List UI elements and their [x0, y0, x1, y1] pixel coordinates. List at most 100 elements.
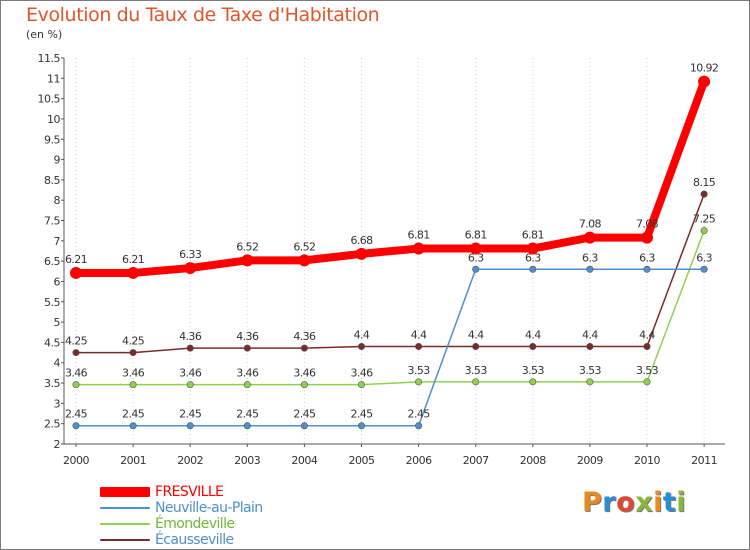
data-label: 6.3	[582, 251, 598, 264]
y-tick-label: 10.5	[38, 93, 61, 106]
data-label: 3.46	[293, 367, 316, 380]
data-label: 6.3	[696, 251, 712, 264]
data-point	[72, 349, 80, 357]
series-line	[72, 77, 709, 277]
data-point	[72, 422, 80, 430]
data-point	[643, 378, 651, 386]
data-label: 3.53	[579, 364, 602, 377]
data-label: 6.33	[179, 248, 202, 261]
y-tick-label: 6.5	[44, 255, 60, 268]
data-label: 7.08	[636, 218, 659, 231]
data-point	[643, 265, 651, 273]
y-tick-label: 9.5	[44, 133, 60, 146]
data-label: 3.46	[350, 367, 373, 380]
data-label: 2.45	[408, 408, 431, 421]
y-tick-label: 6	[54, 275, 61, 288]
y-tick-label: 3	[54, 397, 61, 410]
data-point	[72, 381, 80, 389]
data-label: 7.25	[693, 213, 716, 226]
data-label: 3.46	[122, 367, 145, 380]
data-point	[243, 422, 251, 430]
data-label: 6.81	[465, 229, 487, 242]
legend-label-ecausseville: Écausseville	[155, 532, 234, 548]
data-label: 3.53	[408, 364, 431, 377]
proxiti-logo-letter: t	[662, 487, 677, 518]
data-label: 4.4	[525, 328, 541, 341]
data-label: 2.45	[350, 408, 373, 421]
data-point	[700, 227, 708, 235]
x-tick-label: 2004	[291, 454, 317, 467]
data-label: 3.46	[236, 367, 259, 380]
proxiti-logo-letter: i	[653, 487, 663, 518]
data-point	[184, 262, 197, 275]
data-label: 6.3	[639, 251, 655, 264]
data-point	[586, 342, 594, 350]
data-label: 4.4	[354, 328, 370, 341]
data-point	[529, 342, 537, 350]
x-tick-label: 2002	[177, 454, 203, 467]
x-tick-label: 2006	[406, 454, 432, 467]
data-point	[526, 242, 539, 255]
data-point	[355, 247, 368, 260]
legend-label-neuville-au-plain: Neuville-au-Plain	[155, 500, 263, 516]
legend-label-emondeville: Émondeville	[155, 516, 235, 532]
data-point	[298, 254, 311, 267]
x-tick-label: 2000	[63, 454, 89, 467]
data-point	[300, 344, 308, 352]
data-point	[529, 378, 537, 386]
x-tick-label: 2001	[120, 454, 146, 467]
data-label: 3.46	[65, 367, 88, 380]
data-label: 4.25	[122, 335, 145, 348]
x-tick-label: 2011	[691, 454, 717, 467]
data-point	[586, 265, 594, 273]
proxiti-logo-letter: o	[616, 487, 636, 518]
data-point	[529, 265, 537, 273]
data-label: 4.25	[65, 335, 88, 348]
data-point	[186, 422, 194, 430]
data-label: 2.45	[65, 408, 88, 421]
data-point	[127, 266, 140, 279]
y-tick-label: 2.5	[44, 418, 60, 431]
legend-swatch-ecausseville	[100, 539, 150, 541]
data-label: 2.45	[122, 408, 145, 421]
proxiti-logo-letter: P	[582, 487, 603, 518]
y-tick-label: 3.5	[44, 377, 60, 390]
data-point	[412, 242, 425, 255]
data-label: 10.92	[690, 62, 719, 75]
data-point	[241, 254, 254, 267]
data-label: 2.45	[179, 408, 202, 421]
data-point	[641, 231, 653, 244]
data-label: 6.3	[525, 251, 541, 264]
data-point	[415, 378, 423, 386]
data-point	[586, 378, 594, 386]
x-tick-label: 2008	[520, 454, 546, 467]
data-label: 6.52	[236, 240, 258, 253]
data-label: 3.53	[465, 364, 488, 377]
proxiti-logo-letter: i	[676, 487, 687, 518]
data-point	[186, 381, 194, 389]
data-label: 2.45	[236, 408, 259, 421]
chart-subtitle: (en %)	[26, 28, 63, 41]
data-label: 3.46	[179, 367, 202, 380]
data-point	[698, 75, 711, 88]
data-label: 3.53	[636, 364, 659, 377]
legend-label-fresville: FRESVILLE	[155, 484, 224, 500]
y-tick-label: 5	[54, 316, 61, 329]
data-point	[583, 231, 596, 244]
data-point	[472, 378, 480, 386]
data-point	[357, 422, 365, 430]
data-point	[186, 344, 194, 352]
data-label: 8.15	[693, 176, 716, 189]
chart-title: Evolution du Taux de Taxe d'Habitation	[26, 4, 380, 26]
y-tick-label: 5.5	[44, 296, 60, 309]
data-label: 4.36	[293, 330, 316, 343]
x-tick-label: 2010	[634, 454, 660, 467]
data-point	[472, 342, 480, 350]
data-label: 6.52	[293, 240, 315, 253]
data-point	[643, 342, 651, 350]
proxiti-logo-letter: x	[635, 487, 654, 518]
data-point	[357, 381, 365, 389]
data-label: 6.21	[122, 253, 144, 266]
data-label: 2.45	[293, 408, 316, 421]
y-tick-label: 10	[47, 113, 60, 126]
